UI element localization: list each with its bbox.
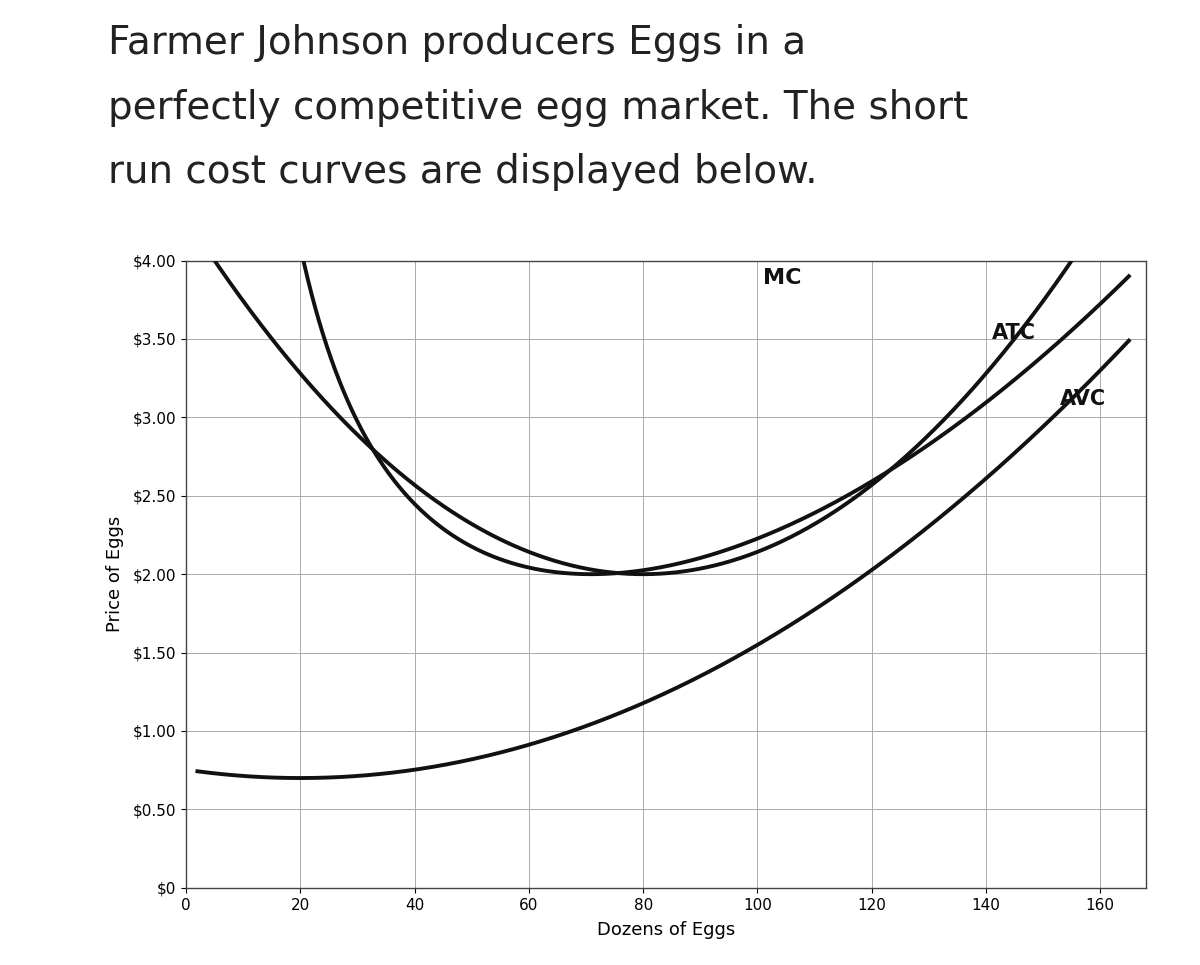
Text: perfectly competitive egg market. The short: perfectly competitive egg market. The sh…: [108, 89, 968, 126]
Y-axis label: Price of Eggs: Price of Eggs: [107, 516, 125, 632]
Text: Farmer Johnson producers Eggs in a: Farmer Johnson producers Eggs in a: [108, 24, 806, 62]
Text: MC: MC: [763, 268, 802, 289]
X-axis label: Dozens of Eggs: Dozens of Eggs: [596, 921, 736, 939]
Text: run cost curves are displayed below.: run cost curves are displayed below.: [108, 153, 817, 191]
Text: AVC: AVC: [1061, 389, 1106, 409]
Text: ATC: ATC: [991, 323, 1036, 343]
